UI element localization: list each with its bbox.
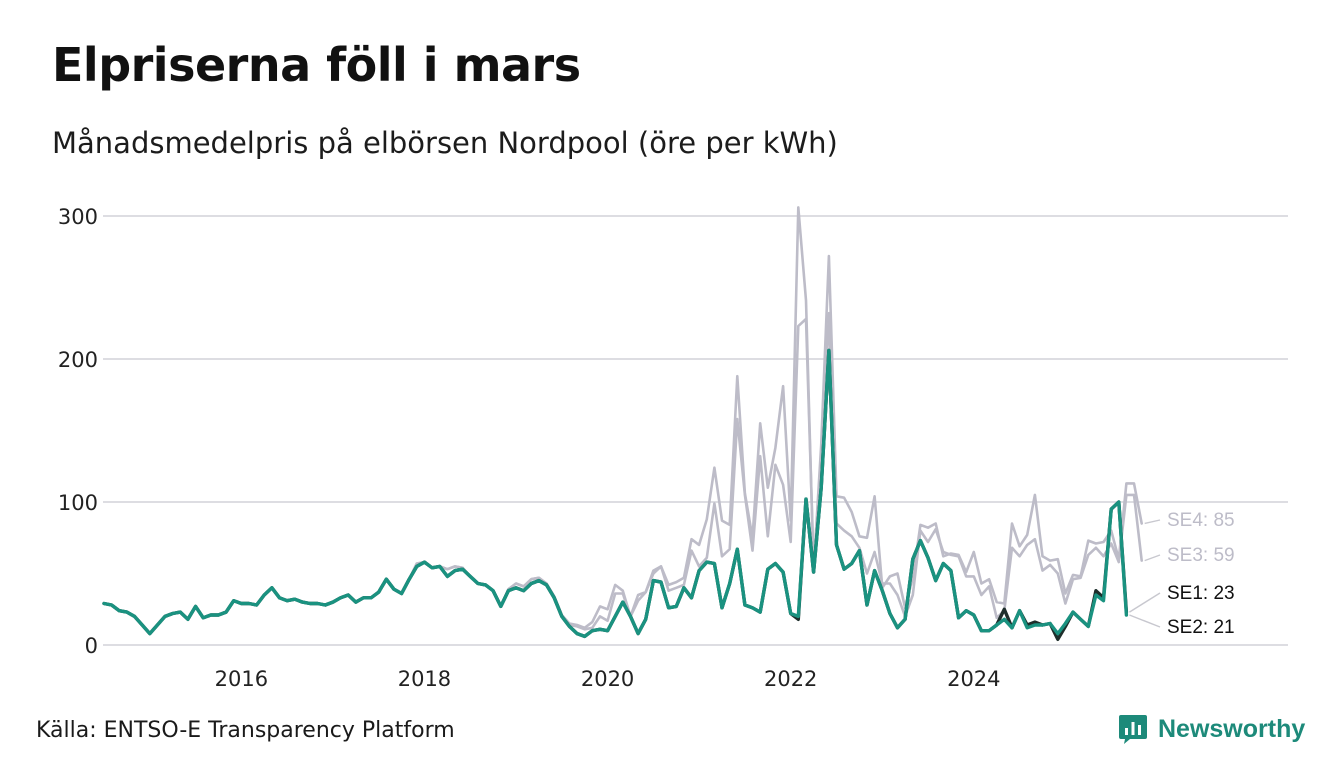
series-line-se4 <box>102 206 1143 635</box>
leader-line-se2 <box>1129 614 1161 628</box>
y-tick-label: 200 <box>58 348 98 372</box>
brand[interactable]: Newsworthy <box>1118 713 1305 745</box>
x-tick-label: 2018 <box>398 667 451 691</box>
series-label-se1: SE1: 23 <box>1167 583 1235 604</box>
x-tick-label: 2020 <box>581 667 634 691</box>
series-label-se3: SE3: 59 <box>1167 545 1235 566</box>
series-label-se2: SE2: 21 <box>1167 617 1235 638</box>
series-end-labels: SE4: 85 SE3: 59 SE1: 23 SE2: 21 <box>1129 510 1235 638</box>
y-gridlines <box>103 215 1288 646</box>
chart-subtitle: Månadsmedelpris på elbörsen Nordpool (ör… <box>52 126 838 160</box>
x-tick-label: 2024 <box>947 667 1000 691</box>
series-lines <box>102 206 1143 641</box>
y-tick-label: 100 <box>58 491 98 515</box>
series-label-se4: SE4: 85 <box>1167 510 1235 531</box>
series-line-se3 <box>102 311 1143 635</box>
x-tick-label: 2016 <box>215 667 268 691</box>
leader-line-se3 <box>1144 554 1161 562</box>
leader-line-se4 <box>1144 519 1161 525</box>
x-tick-label: 2022 <box>764 667 817 691</box>
brand-name: Newsworthy <box>1158 714 1306 743</box>
source-note: Källa: ENTSO-E Transparency Platform <box>36 718 455 743</box>
y-axis-ticks: 0 100 200 300 <box>58 205 98 658</box>
x-axis-ticks: 2016 2018 2020 2022 2024 <box>215 667 1001 691</box>
y-tick-label: 300 <box>58 205 98 229</box>
leader-line-se1 <box>1129 592 1161 613</box>
chart-title: Elpriserna föll i mars <box>52 38 581 92</box>
y-tick-label: 0 <box>85 634 98 658</box>
newsworthy-logo-icon <box>1119 715 1147 744</box>
series-line-se2 <box>102 348 1129 639</box>
